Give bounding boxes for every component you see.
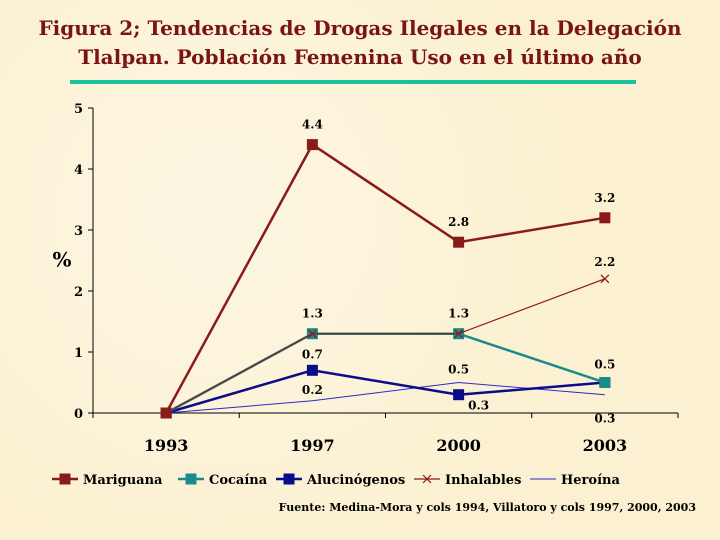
chart-axes: 0 1 2 3 4 5 1993 1997 2000 2003% [52, 102, 679, 455]
data-label: 0.3 [594, 412, 615, 426]
data-point [599, 212, 611, 224]
chart-legend: Mariguana Cocaína Alucinógenos Inhalables He… [52, 473, 620, 488]
data-label: 2.2 [594, 255, 615, 269]
data-label: 2.8 [448, 215, 469, 229]
data-label: 0.5 [448, 363, 469, 377]
legend-label: Heroína [561, 473, 620, 488]
x-tick-label: 2003 [583, 436, 628, 455]
series-mariguana [160, 139, 611, 419]
chart-series [160, 139, 611, 419]
legend-item-heroína: Heroína [530, 473, 620, 488]
source-note: Fuente: Medina-Mora y cols 1994, Villato… [278, 501, 696, 514]
title-line-1: Figura 2; Tendencias de Drogas Ilegales … [38, 16, 682, 40]
y-tick-label: 3 [74, 224, 83, 239]
series-line [165, 369, 605, 415]
x-tick-label: 1997 [290, 436, 335, 455]
data-point [422, 474, 432, 484]
x-tick-label: 1993 [144, 436, 189, 455]
data-point [453, 389, 465, 401]
data-point [453, 236, 465, 248]
legend-item-inhalables: Inhalables [414, 473, 521, 488]
y-tick-label: 2 [74, 285, 83, 300]
y-tick-label: 1 [74, 346, 83, 361]
legend-label: Mariguana [83, 473, 163, 488]
y-tick-label: 5 [74, 102, 83, 117]
y-axis-title: % [52, 248, 71, 272]
y-tick-label: 4 [74, 163, 83, 178]
legend-item-mariguana: Mariguana [52, 473, 163, 488]
data-point [454, 329, 464, 339]
slide-title: Figura 2; Tendencias de Drogas Ilegales … [0, 14, 720, 72]
series-line [165, 278, 606, 414]
data-label: 1.3 [302, 307, 323, 321]
data-label: 3.2 [594, 191, 615, 205]
title-line-2: Tlalpan. Población Femenina Uso en el úl… [78, 45, 642, 69]
data-point [599, 377, 611, 388]
data-point-stroke [454, 329, 464, 339]
data-point-stroke [422, 474, 432, 484]
x-tick-label: 2000 [436, 436, 481, 455]
data-point [59, 473, 71, 485]
data-label: 0.3 [468, 399, 489, 413]
data-point [283, 473, 295, 485]
series-line [165, 142, 606, 414]
series-cocaína [160, 328, 611, 419]
data-label: 1.3 [448, 307, 469, 321]
data-point [185, 473, 197, 485]
series-line [165, 332, 606, 415]
data-label: 4.4 [302, 118, 323, 132]
data-point [600, 274, 610, 284]
legend-label: Alucinógenos [306, 473, 405, 488]
data-label: 0.5 [594, 358, 615, 372]
data-label: 0.7 [302, 347, 323, 361]
series-inhalables [161, 274, 610, 418]
data-label: 0.2 [302, 383, 323, 397]
data-point [306, 139, 318, 151]
legend-item-alucinógenos: Alucinógenos [276, 473, 405, 488]
data-point [307, 329, 317, 339]
legend-item-cocaína: Cocaína [178, 473, 268, 488]
data-point-stroke [600, 274, 610, 284]
data-point [160, 407, 172, 419]
chart-data-labels: 4.4 2.8 3.2 1.3 1.3 0.7 0.3 0.5 2.2 0.2 0.5 0.3 [302, 118, 615, 426]
legend-label: Cocaína [209, 473, 268, 488]
y-tick-label: 0 [74, 407, 83, 422]
legend-label: Inhalables [445, 473, 521, 488]
title-divider [70, 80, 636, 84]
data-point [306, 364, 318, 376]
data-point-stroke [307, 329, 317, 339]
